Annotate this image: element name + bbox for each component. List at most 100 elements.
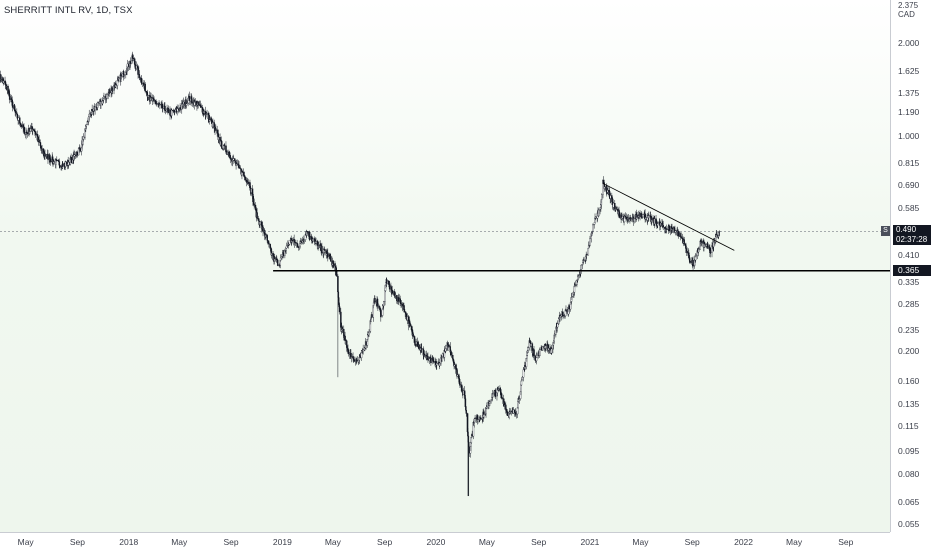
candle-body <box>680 236 683 238</box>
candle-body <box>520 380 523 386</box>
candle-body <box>595 216 597 219</box>
candle-body <box>396 295 398 301</box>
candle-body <box>270 247 272 252</box>
candle-body <box>209 117 211 121</box>
candle-body <box>309 236 311 238</box>
candle-body <box>294 242 297 243</box>
candle-body <box>521 379 523 382</box>
candle-body <box>238 166 241 169</box>
candle-body <box>182 101 185 104</box>
x-tick-label: May <box>632 537 649 547</box>
candle-body <box>394 295 397 297</box>
separator-2: , <box>108 5 114 16</box>
candle-body <box>29 128 32 132</box>
candle-body <box>47 153 49 160</box>
candle-body <box>64 161 67 167</box>
time-axis[interactable] <box>0 532 890 551</box>
candle-body <box>330 255 332 262</box>
candle-body <box>244 176 247 181</box>
candle-body <box>689 260 691 263</box>
candle-body <box>456 374 459 377</box>
candle-body <box>50 160 52 163</box>
candle-body <box>288 239 291 245</box>
candle-body <box>315 241 317 244</box>
candle-body <box>542 346 544 351</box>
x-tick-label: Sep <box>838 537 854 547</box>
trend-line[interactable] <box>602 183 735 251</box>
candle-body <box>318 244 320 246</box>
candle-body <box>297 246 300 248</box>
candle-body <box>173 111 176 113</box>
candle-body <box>85 124 88 127</box>
candle-body <box>279 257 282 261</box>
candle-body <box>32 128 34 130</box>
candle-body <box>247 181 250 184</box>
x-tick-label: 2021 <box>580 537 600 547</box>
candle-body <box>179 107 182 110</box>
candle-body <box>229 157 232 160</box>
candle-body <box>668 225 671 232</box>
y-tick-label: 0.135 <box>898 399 920 410</box>
candle-body <box>503 402 506 406</box>
candle-body <box>598 209 600 217</box>
candle-body <box>403 309 406 313</box>
candle-body <box>518 398 521 400</box>
candle-body <box>704 243 706 245</box>
candle-body <box>624 216 627 218</box>
candle-body <box>648 215 650 219</box>
candle-body <box>707 243 709 247</box>
candle-body <box>441 353 444 357</box>
candle-body <box>577 275 579 277</box>
candle-body <box>397 297 400 302</box>
candle-body <box>465 409 468 414</box>
candle-body <box>459 384 462 386</box>
x-tick-label: May <box>478 537 495 547</box>
candle-body <box>571 292 574 297</box>
candle-body <box>150 97 152 98</box>
y-tick-label: 0.410 <box>898 250 920 261</box>
candle-body <box>100 101 102 106</box>
chart-plot-area[interactable] <box>0 0 890 532</box>
candle-body <box>153 99 155 101</box>
candle-body <box>88 113 90 117</box>
candle-body <box>194 101 197 103</box>
candle-body <box>123 74 126 76</box>
candle-body <box>486 406 488 409</box>
candle-body <box>3 80 5 84</box>
candle-body <box>188 96 191 101</box>
candle-body <box>17 117 20 121</box>
y-tick-label: 0.200 <box>898 346 920 357</box>
current-price: 0.490 <box>896 225 917 234</box>
candle-body <box>109 90 111 93</box>
candle-body <box>600 194 603 200</box>
candle-body <box>91 109 93 112</box>
candle-body <box>232 158 235 161</box>
x-tick-label: Sep <box>684 537 700 547</box>
candle-body <box>265 233 267 236</box>
candle-body <box>156 103 158 105</box>
candle-body <box>197 101 199 106</box>
candle-body <box>589 238 591 246</box>
candle-body <box>276 259 279 266</box>
candle-body <box>212 122 214 128</box>
x-tick-label: Sep <box>531 537 547 547</box>
candle-body <box>509 410 512 412</box>
candle-body <box>424 354 426 356</box>
candle-body <box>656 223 659 226</box>
candle-body <box>94 106 96 111</box>
candle-body <box>500 393 503 399</box>
candle-body <box>621 216 624 219</box>
candle-body <box>324 249 326 251</box>
candle-body <box>253 203 255 206</box>
candle-body <box>347 349 350 355</box>
candle-body <box>533 349 535 357</box>
candle-body <box>415 341 417 345</box>
candle-body <box>712 241 715 247</box>
candle-body <box>235 164 238 166</box>
y-tick-label: 2.000 <box>898 37 920 48</box>
candle-body <box>53 161 55 164</box>
candle-body <box>170 109 173 116</box>
candle-body <box>568 305 571 310</box>
candle-body <box>191 102 194 104</box>
